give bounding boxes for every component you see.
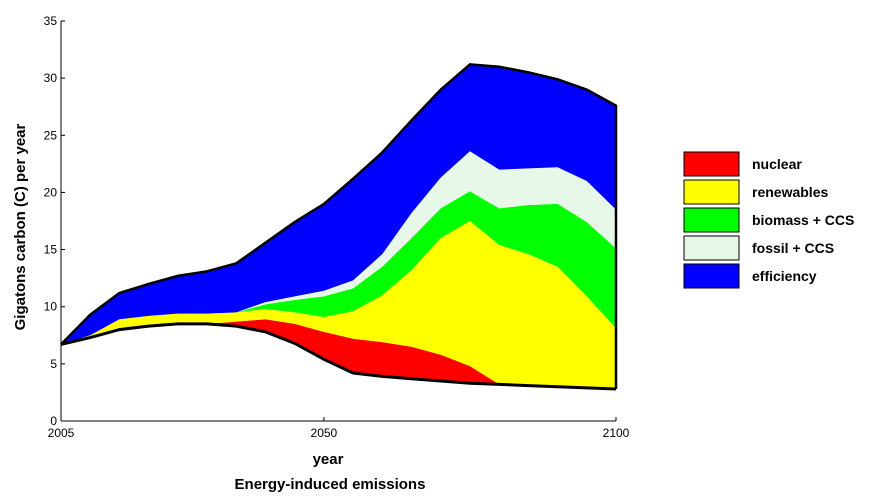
area-fossil-ccs <box>61 151 616 345</box>
x-tick-label: 2100 <box>603 426 630 440</box>
y-axis-title: Gigatons carbon (C) per year <box>12 123 29 330</box>
axes <box>60 20 617 422</box>
area-biomass-ccs <box>61 191 616 345</box>
x-tick-label: 2050 <box>311 426 338 440</box>
legend-label: nuclear <box>752 156 802 172</box>
legend-label: renewables <box>752 184 828 200</box>
x-axis-title: year <box>313 451 344 468</box>
legend-swatch <box>683 151 740 177</box>
tick-labels: 0 5 10 15 20 25 30 35 2005 2050 2100 <box>44 14 630 440</box>
area-nuclear <box>61 319 616 389</box>
y-tick-label: 35 <box>44 14 58 28</box>
legend: nuclear renewables biomass + CCS fossil + C… <box>683 151 854 289</box>
stacked-areas <box>61 64 616 389</box>
baseline-line <box>60 322 617 391</box>
area-renewables <box>61 221 616 389</box>
top-envelope-line <box>60 63 618 389</box>
legend-swatch <box>683 207 740 233</box>
y-tick-label: 5 <box>50 357 57 371</box>
x-tick-label: 2005 <box>48 426 75 440</box>
area-efficiency <box>61 64 616 345</box>
y-tick-label: 10 <box>44 300 58 314</box>
legend-label: fossil + CCS <box>752 240 834 256</box>
legend-swatch <box>683 179 740 205</box>
legend-label: efficiency <box>752 268 817 284</box>
legend-swatch <box>683 235 740 261</box>
y-tick-label: 25 <box>44 128 58 142</box>
legend-label: biomass + CCS <box>752 212 854 228</box>
y-tick-label: 20 <box>44 185 58 199</box>
y-tick-label: 30 <box>44 71 58 85</box>
y-tick-label: 15 <box>44 243 58 257</box>
legend-swatch <box>683 263 740 289</box>
y-tick-label: 0 <box>50 414 57 428</box>
chart-caption: Energy-induced emissions <box>234 476 426 493</box>
